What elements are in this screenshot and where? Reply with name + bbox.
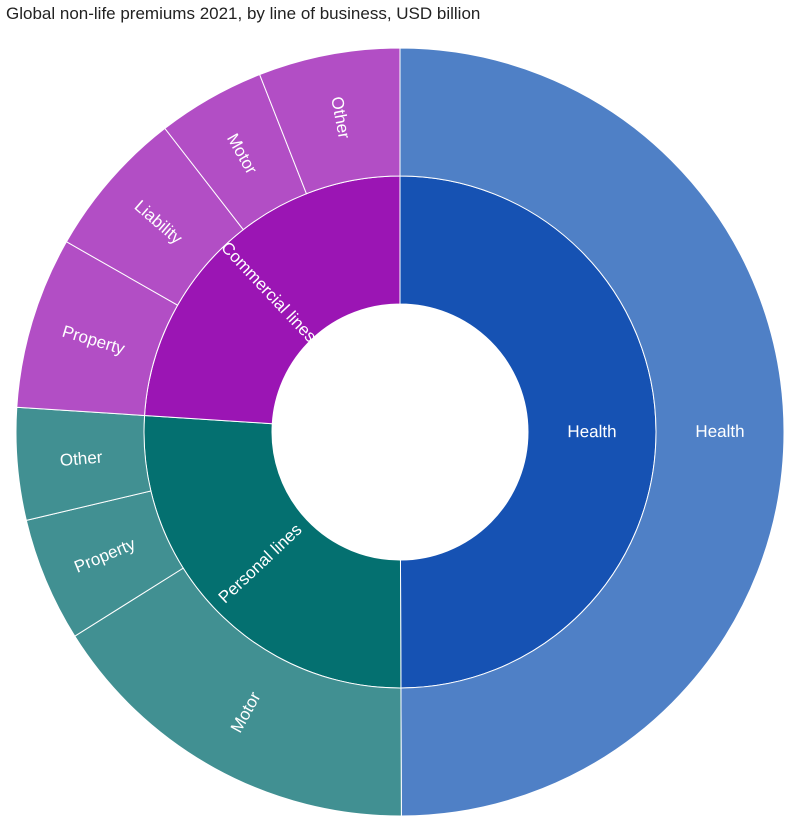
outer-segment-health-health[interactable] xyxy=(399,47,785,817)
outer-segment-commercial-lines-other[interactable] xyxy=(259,47,401,195)
inner-label-health: Health xyxy=(567,422,616,441)
chart-title: Global non-life premiums 2021, by line o… xyxy=(6,4,481,23)
outer-label-personal-lines-other: Other xyxy=(59,448,103,471)
outer-label-health-health: Health xyxy=(695,422,744,441)
